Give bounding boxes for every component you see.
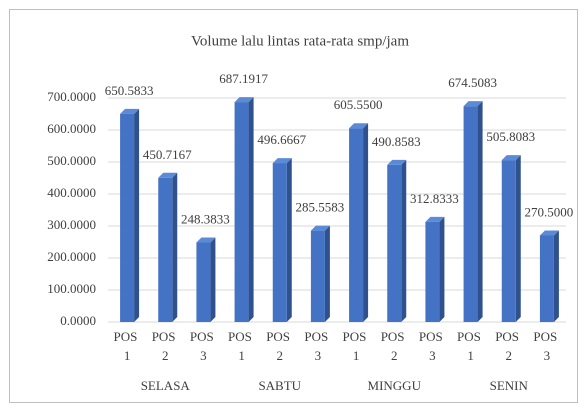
y-tick-label: 100.0000 bbox=[47, 281, 96, 296]
x-tick-label: POS 3 bbox=[533, 329, 560, 363]
bar bbox=[463, 106, 478, 322]
y-tick-label: 500.0000 bbox=[47, 153, 96, 168]
group-label: SABTU bbox=[258, 378, 301, 393]
bar bbox=[234, 102, 249, 322]
x-tick-label-line: POS bbox=[343, 329, 370, 344]
data-label: 605.5500 bbox=[334, 97, 383, 112]
x-tick-label-line: POS bbox=[533, 329, 560, 344]
bar-side bbox=[172, 172, 178, 322]
bar-side bbox=[401, 159, 407, 322]
x-tick-label-line: POS bbox=[114, 329, 141, 344]
chart-title: Volume lalu lintas rata-rata smp/jam bbox=[191, 33, 409, 49]
bar-side bbox=[324, 225, 330, 322]
x-tick-label: POS 2 bbox=[381, 329, 408, 363]
bar-top bbox=[387, 159, 407, 165]
x-tick-label: POS 2 bbox=[152, 329, 179, 363]
bar-side bbox=[477, 101, 483, 322]
bar-top bbox=[234, 97, 254, 103]
group-label: SELASA bbox=[141, 378, 191, 393]
data-label: 312.8333 bbox=[410, 191, 459, 206]
bar-top bbox=[501, 155, 521, 161]
x-tick-label-line: POS bbox=[228, 329, 255, 344]
data-label: 496.6667 bbox=[257, 132, 306, 147]
x-tick-label: POS 2 bbox=[495, 329, 522, 363]
bar bbox=[349, 128, 364, 322]
bar bbox=[501, 160, 516, 322]
data-label: 490.8583 bbox=[372, 134, 421, 149]
x-tick-label: POS 3 bbox=[419, 329, 446, 363]
bar-side bbox=[439, 216, 445, 322]
x-tick-label-line: 2 bbox=[162, 348, 169, 363]
x-tick-label-line: POS bbox=[152, 329, 179, 344]
x-tick-label: POS 2 bbox=[266, 329, 293, 363]
data-label: 450.7167 bbox=[143, 147, 192, 162]
bar-top bbox=[463, 101, 483, 107]
bar-top bbox=[120, 108, 140, 114]
data-label: 650.5833 bbox=[105, 83, 154, 98]
bar bbox=[196, 242, 211, 322]
bar-side bbox=[286, 158, 292, 322]
x-tick-label-line: POS bbox=[457, 329, 484, 344]
y-tick-label: 300.0000 bbox=[47, 217, 96, 232]
x-tick-label: POS 1 bbox=[343, 329, 370, 363]
bar-top bbox=[425, 216, 445, 222]
y-tick-label: 0.0000 bbox=[60, 313, 96, 328]
x-tick-label-line: POS bbox=[381, 329, 408, 344]
x-tick-label-line: 2 bbox=[506, 348, 513, 363]
bar-side bbox=[248, 97, 254, 322]
bar bbox=[425, 221, 440, 322]
bar-top bbox=[310, 225, 330, 231]
y-tick-label: 400.0000 bbox=[47, 185, 96, 200]
x-tick-label-line: 3 bbox=[429, 348, 436, 363]
y-tick-label: 200.0000 bbox=[47, 249, 96, 264]
x-tick-label-line: 2 bbox=[277, 348, 284, 363]
bar-side bbox=[553, 230, 559, 322]
chart-border bbox=[9, 9, 578, 403]
x-tick-label-line: 2 bbox=[391, 348, 398, 363]
bar-top bbox=[196, 237, 216, 243]
bar bbox=[310, 230, 325, 322]
x-tick-label-line: 3 bbox=[315, 348, 322, 363]
data-label: 687.1917 bbox=[219, 71, 268, 86]
x-tick-label-line: POS bbox=[495, 329, 522, 344]
x-tick-label-line: POS bbox=[266, 329, 293, 344]
x-tick-label-line: POS bbox=[304, 329, 331, 344]
bar bbox=[272, 163, 287, 322]
x-tick-label-line: POS bbox=[419, 329, 446, 344]
bar-top bbox=[539, 230, 559, 236]
bar-side bbox=[210, 237, 216, 322]
x-tick-label: POS 1 bbox=[228, 329, 255, 363]
bar bbox=[539, 235, 554, 322]
group-label: SENIN bbox=[490, 378, 529, 393]
x-tick-label: POS 1 bbox=[114, 329, 141, 363]
bar-side bbox=[134, 108, 140, 322]
x-tick-label-line: POS bbox=[190, 329, 217, 344]
x-tick-label-line: 1 bbox=[467, 348, 474, 363]
x-tick-label-line: 1 bbox=[238, 348, 245, 363]
x-tick-label: POS 1 bbox=[457, 329, 484, 363]
x-tick-label: POS 3 bbox=[190, 329, 217, 363]
data-label: 505.8083 bbox=[486, 129, 535, 144]
bar bbox=[387, 164, 402, 322]
bar bbox=[120, 113, 135, 322]
bar-side bbox=[363, 123, 369, 322]
y-tick-label: 600.0000 bbox=[47, 121, 96, 136]
x-tick-label-line: 3 bbox=[200, 348, 207, 363]
data-label: 285.5583 bbox=[296, 200, 345, 215]
bar-side bbox=[515, 155, 521, 322]
x-tick-label-line: 1 bbox=[124, 348, 131, 363]
group-label: MINGGU bbox=[368, 378, 422, 393]
y-tick-label: 700.0000 bbox=[47, 89, 96, 104]
bar-top bbox=[349, 123, 369, 129]
bar-top bbox=[272, 158, 292, 164]
data-label: 248.3833 bbox=[181, 212, 230, 227]
data-label: 270.5000 bbox=[525, 204, 574, 219]
bar-top bbox=[158, 172, 178, 178]
data-label: 674.5083 bbox=[448, 75, 497, 90]
x-tick-label-line: 3 bbox=[544, 348, 551, 363]
x-tick-label-line: 1 bbox=[353, 348, 360, 363]
bar bbox=[158, 177, 173, 322]
x-tick-label: POS 3 bbox=[304, 329, 331, 363]
